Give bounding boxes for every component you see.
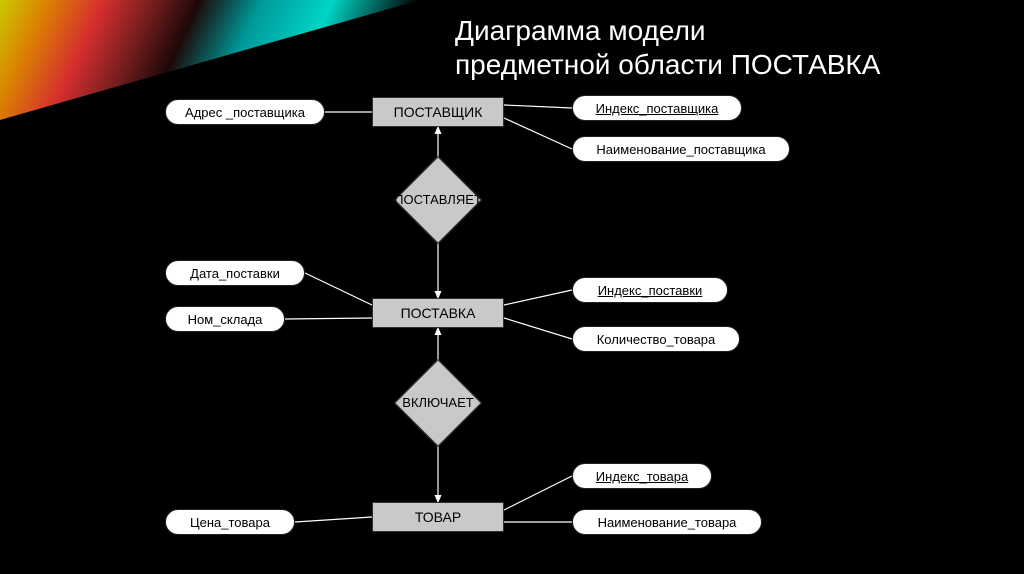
attribute-label: Ном_склада (188, 312, 263, 327)
edge (504, 476, 572, 510)
edge (504, 290, 572, 305)
attribute-label: Индекс_поставщика (596, 101, 719, 116)
attribute-name_supplier: Наименование_поставщика (572, 136, 790, 162)
attribute-label: Адрес _поставщика (185, 105, 305, 120)
attribute-date_supply: Дата_поставки (165, 260, 305, 286)
entity-label: ТОВАР (415, 509, 461, 525)
attribute-idx_supplier: Индекс_поставщика (572, 95, 742, 121)
attribute-price_product: Цена_товара (165, 509, 295, 535)
relationship-includes (394, 359, 482, 447)
edge (295, 517, 372, 522)
attribute-idx_supply: Индекс_поставки (572, 277, 728, 303)
entity-label: ПОСТАВЩИК (394, 104, 483, 120)
edge (285, 318, 372, 319)
edge (504, 318, 572, 339)
attribute-label: Наименование_поставщика (596, 142, 765, 157)
attribute-addr_supplier: Адрес _поставщика (165, 99, 325, 125)
attribute-label: Индекс_товара (596, 469, 688, 484)
entity-supplier: ПОСТАВЩИК (372, 97, 504, 127)
edge (504, 105, 572, 108)
edge-layer (0, 0, 1024, 574)
edge (305, 273, 372, 305)
attribute-num_wh: Ном_склада (165, 306, 285, 332)
entity-supply: ПОСТАВКА (372, 298, 504, 328)
attribute-name_product: Наименование_товара (572, 509, 762, 535)
entity-product: ТОВАР (372, 502, 504, 532)
attribute-label: Количество_товара (597, 332, 716, 347)
relationship-supplies (394, 156, 482, 244)
attribute-qty_product: Количество_товара (572, 326, 740, 352)
attribute-label: Цена_товара (190, 515, 270, 530)
attribute-label: Наименование_товара (598, 515, 737, 530)
attribute-label: Индекс_поставки (598, 283, 703, 298)
entity-label: ПОСТАВКА (401, 305, 476, 321)
attribute-label: Дата_поставки (190, 266, 280, 281)
er-diagram-stage: ПОСТАВЩИКПОСТАВКАТОВАРПОСТАВЛЯЕТВКЛЮЧАЕТ… (0, 0, 1024, 574)
edge (504, 118, 572, 149)
attribute-idx_product: Индекс_товара (572, 463, 712, 489)
